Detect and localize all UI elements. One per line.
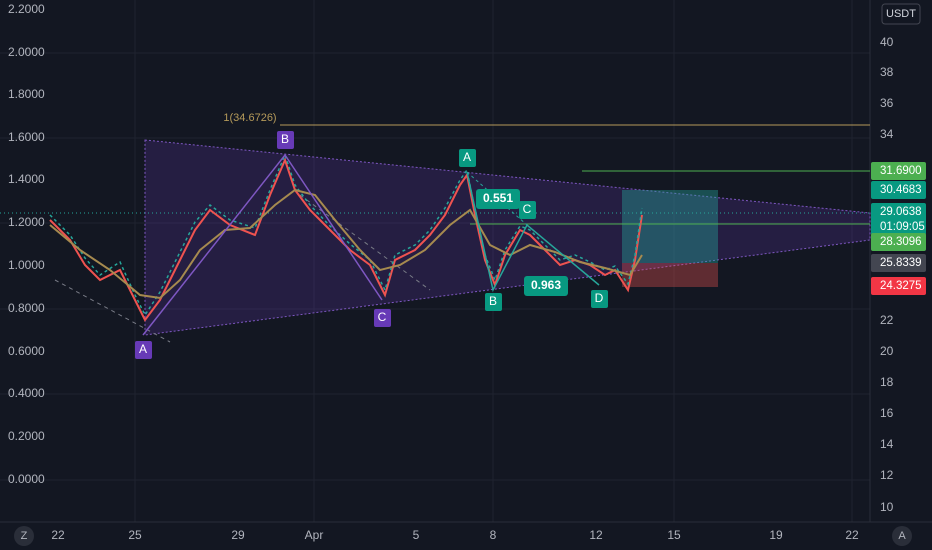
label-box (485, 293, 502, 311)
label-box (459, 149, 476, 167)
label-box (135, 341, 152, 359)
time-label: 15 (667, 528, 681, 542)
time-label: Apr (305, 528, 324, 542)
axis-label: 1.2000 (8, 215, 45, 229)
axis-label: 14 (880, 437, 894, 451)
loss-zone (622, 263, 718, 287)
axis-label: 20 (880, 344, 894, 358)
axis-label: 22 (880, 313, 894, 327)
point-label: A (463, 150, 471, 164)
price-tag (871, 181, 926, 199)
axis-label: 0.6000 (8, 344, 45, 358)
pattern-line (466, 171, 528, 226)
label-box (519, 201, 536, 219)
pattern-line (466, 171, 600, 293)
axis-label: 16 (880, 406, 894, 420)
axis-label: 1.8000 (8, 87, 45, 101)
axis-label: 1.0000 (8, 258, 45, 272)
time-label: 22 (51, 528, 65, 542)
button-label: Z (21, 530, 28, 542)
time-label: 19 (769, 528, 783, 542)
price-tag-label: 29.0638 (880, 206, 922, 218)
currency-label: USDT (886, 8, 916, 20)
axis-label: 36 (880, 96, 894, 110)
right-axis: 40 38 36 34 22 20 18 16 14 12 10 (880, 35, 894, 514)
point-label: B (489, 294, 497, 308)
time-label: 29 (231, 528, 245, 542)
pattern-1: A B C (135, 131, 391, 359)
time-axis: 22 25 29 Apr 5 8 12 15 19 22 (51, 528, 859, 542)
price-tag-label: 31.6900 (880, 165, 922, 177)
auto-button[interactable] (892, 526, 912, 546)
trend-line (54, 279, 171, 343)
point-label: A (139, 342, 147, 356)
axis-label: 34 (880, 127, 894, 141)
time-label: 22 (845, 528, 859, 542)
profit-zone (622, 190, 718, 263)
time-label: 5 (413, 528, 420, 542)
axis-label: 2.0000 (8, 45, 45, 59)
axis-label: 1.4000 (8, 172, 45, 186)
price-tag (871, 277, 926, 295)
price-tag-label: 28.3096 (880, 236, 922, 248)
point-label: C (523, 202, 532, 216)
button-label: A (898, 530, 906, 542)
point-label: B (281, 132, 289, 146)
triangle-pattern (144, 139, 871, 336)
zoom-button[interactable] (14, 526, 34, 546)
axis-label: 2.2000 (8, 2, 45, 16)
price-tag (871, 254, 926, 272)
axis-label: 0.4000 (8, 386, 45, 400)
currency-button[interactable] (881, 3, 921, 25)
label-box (374, 309, 391, 327)
time-label: 25 (128, 528, 142, 542)
price-tag-label: 24.3275 (880, 280, 922, 292)
axis-label: 40 (880, 35, 894, 49)
price-tag (871, 162, 926, 180)
ratio-label: 0.963 (531, 278, 561, 292)
ratio-box (524, 276, 568, 296)
axis-label: 0.2000 (8, 429, 45, 443)
axis-label: 10 (880, 500, 894, 514)
countdown: 01:09:05 (880, 221, 925, 233)
axis-label: 0.0000 (8, 472, 45, 486)
price-tag-label: 30.4683 (880, 184, 922, 196)
left-axis: 2.2000 2.0000 1.8000 1.6000 1.4000 1.200… (8, 2, 45, 486)
axis-label: 0.8000 (8, 301, 45, 315)
price-tag-label: 25.8339 (880, 257, 922, 269)
label-box (277, 131, 294, 149)
axis-label: 38 (880, 65, 894, 79)
pattern-2: A B C D 0.551 0.963 (459, 149, 608, 311)
point-label: C (378, 310, 387, 324)
fib-label: 1(34.6726) (223, 112, 276, 124)
time-label: 8 (490, 528, 497, 542)
pattern-line (142, 153, 383, 336)
time-label: 12 (589, 528, 603, 542)
axis-label: 12 (880, 468, 894, 482)
label-box (591, 290, 608, 308)
ratio-label: 0.551 (483, 191, 513, 205)
ratio-box (476, 189, 520, 209)
moving-average (49, 188, 643, 300)
axis-label: 1.6000 (8, 130, 45, 144)
price-line (49, 157, 643, 322)
price-tag (871, 203, 926, 235)
price-tag (871, 233, 926, 251)
price-tags: 31.6900 30.4683 29.0638 01:09:05 28.3096… (871, 162, 926, 295)
point-label: D (595, 291, 604, 305)
axis-label: 18 (880, 375, 894, 389)
